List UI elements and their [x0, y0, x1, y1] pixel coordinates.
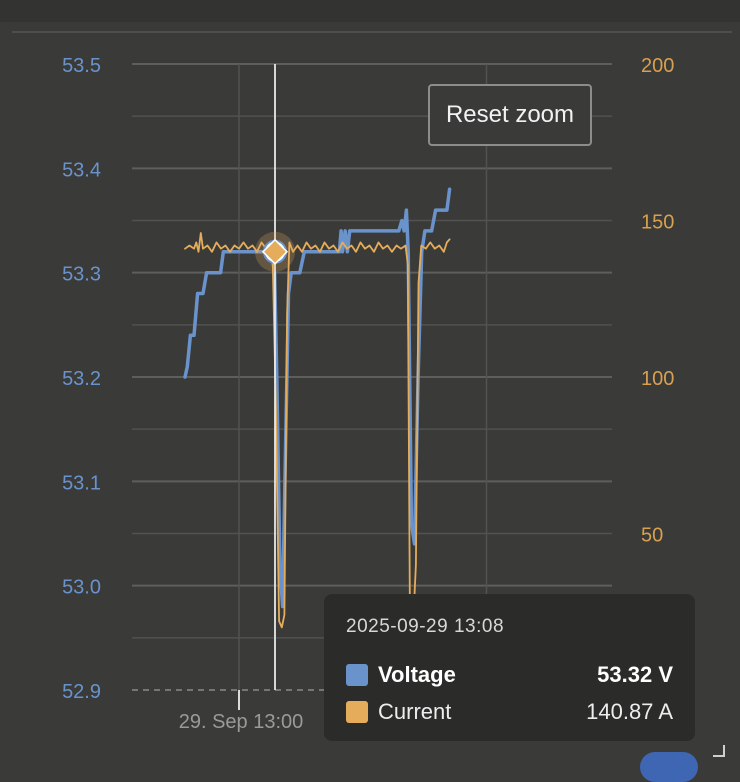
- tooltip-series-name: Current: [378, 698, 452, 724]
- y-left-tick-label: 53.0: [62, 577, 101, 599]
- y-right-tick-label: 200: [641, 55, 674, 77]
- current-swatch: [346, 700, 368, 723]
- y-left-tick-label: 53.2: [62, 368, 101, 390]
- panel-divider: [12, 31, 732, 33]
- y-left-tick-label: 53.1: [62, 472, 101, 494]
- tooltip-series-value: 140.87 A: [586, 698, 673, 724]
- hover-point-current: [261, 238, 289, 265]
- tooltip-row-current: Current 140.87 A: [346, 693, 673, 730]
- y-right-tick-label: 100: [641, 368, 674, 390]
- y-right-tick-label: 150: [641, 212, 674, 234]
- y-left-tick-label: 53.4: [62, 159, 101, 181]
- y-right-tick-label: 50: [641, 525, 663, 547]
- tooltip-date: 2025-09-29 13:08: [346, 616, 505, 637]
- reset-zoom-button[interactable]: Reset zoom: [428, 84, 592, 146]
- tooltip-series-name: Voltage: [378, 661, 456, 687]
- chart-tooltip: 2025-09-29 13:08 Voltage 53.32 V Current…: [324, 594, 695, 741]
- tooltip-series-value: 53.32 V: [597, 661, 673, 687]
- x-tick-label: 29. Sep 13:00: [179, 711, 304, 733]
- y-left-tick-label: 53.3: [62, 264, 101, 286]
- floating-action-button[interactable]: [640, 752, 698, 782]
- panel-header-strip: [0, 0, 740, 22]
- tooltip-row-voltage: Voltage 53.32 V: [346, 656, 673, 693]
- y-left-tick-label: 53.5: [62, 55, 101, 77]
- voltage-swatch: [346, 663, 368, 686]
- series-line-current: [184, 232, 451, 635]
- y-left-tick-label: 52.9: [62, 681, 101, 703]
- resize-handle-icon[interactable]: [713, 745, 725, 757]
